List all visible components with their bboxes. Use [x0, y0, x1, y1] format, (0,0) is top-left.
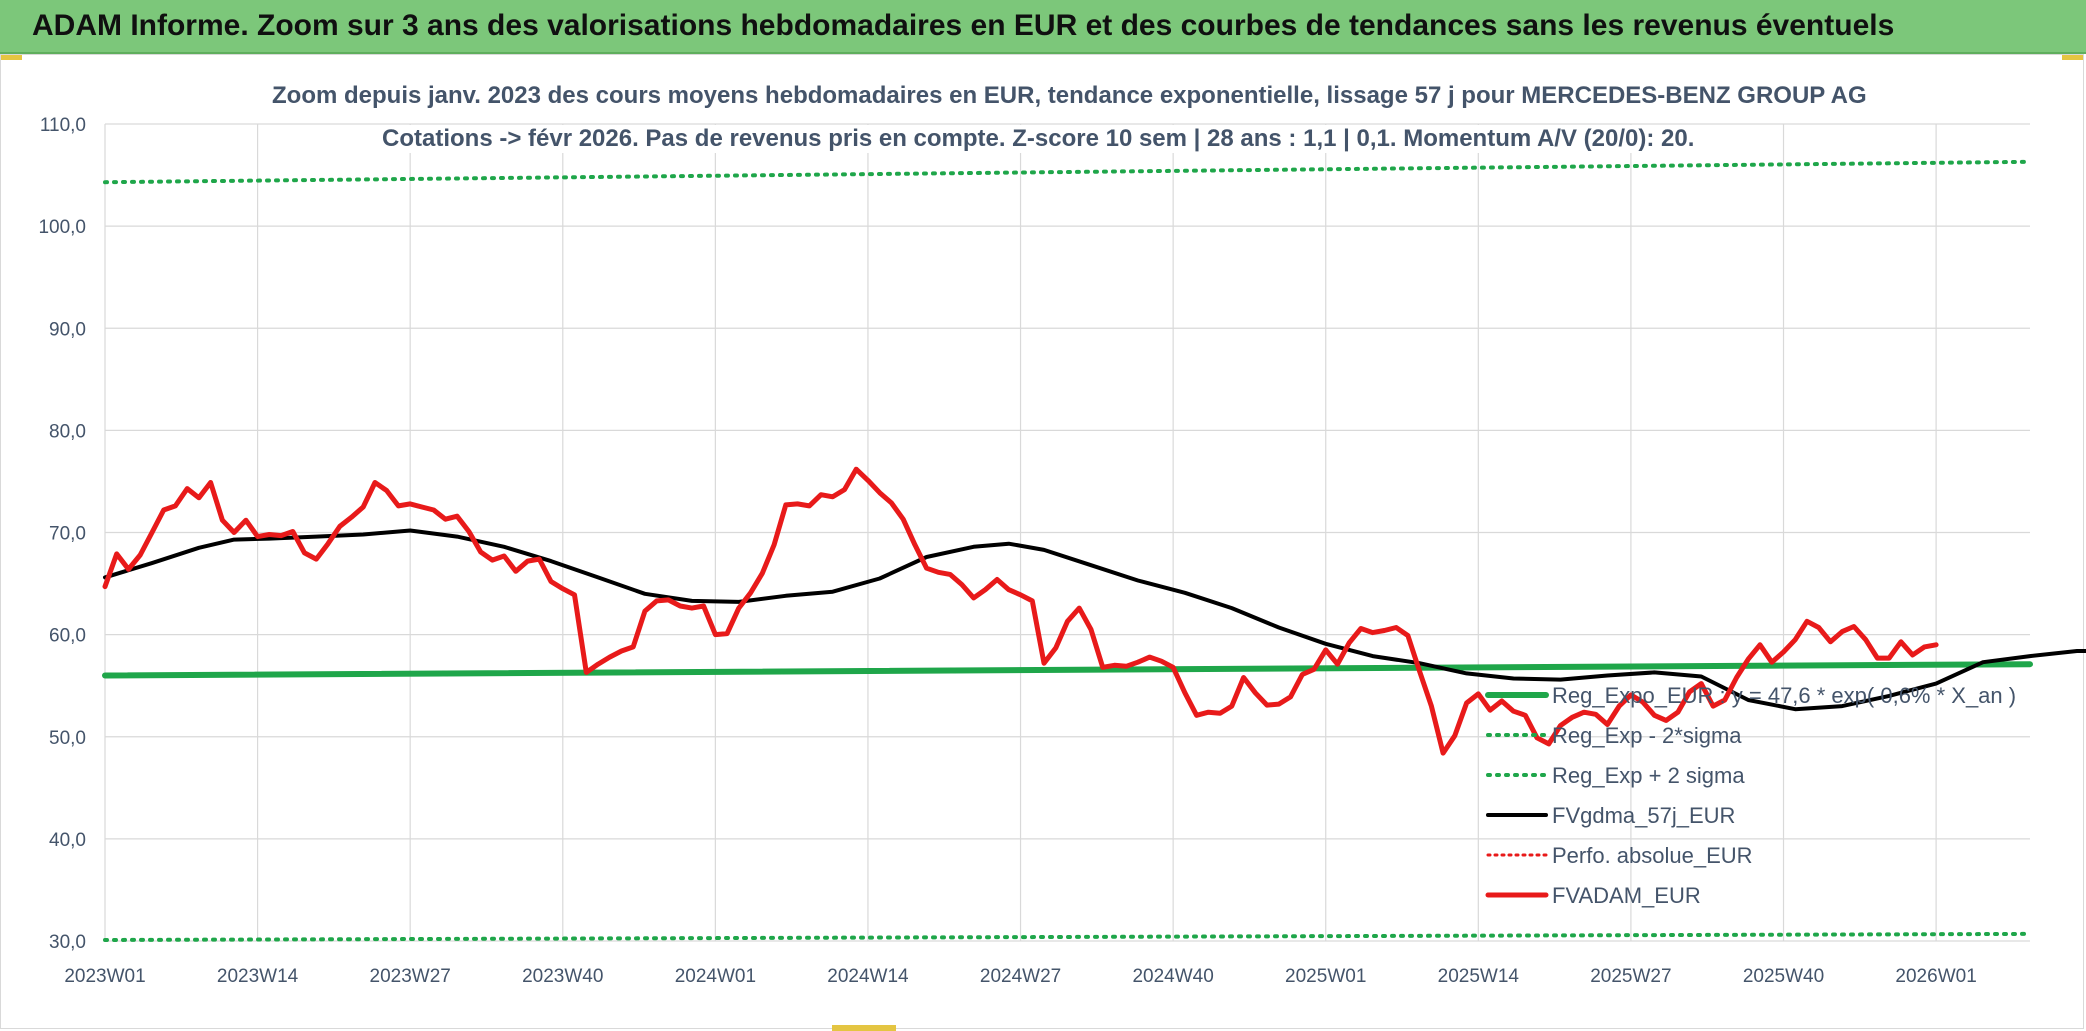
x-tick-label: 2023W01 [64, 966, 145, 987]
legend-label: Perfo. absolue_EUR [1552, 843, 1753, 868]
x-tick-label: 2025W14 [1438, 966, 1520, 987]
y-tick-label: 80,0 [49, 421, 86, 442]
header-bar: ADAM Informe. Zoom sur 3 ans des valoris… [0, 0, 2086, 54]
legend: Reg_Expo_EUR : y = 47,6 * exp( 0,6% * X_… [1485, 683, 2016, 908]
chart-frame [0, 54, 2084, 1029]
fvgdma-line [103, 528, 2086, 712]
y-tick-label: 110,0 [40, 115, 86, 136]
x-tick-label: 2024W14 [827, 966, 909, 987]
x-tick-label: 2025W27 [1590, 966, 1671, 987]
y-tick-label: 50,0 [49, 728, 86, 749]
legend-label: Reg_Exp + 2 sigma [1552, 763, 1745, 788]
x-tick-label: 2025W40 [1743, 966, 1824, 987]
reg-lower-band-line [103, 931, 2032, 942]
series-layer [102, 159, 2086, 942]
x-tick-label: 2024W27 [980, 966, 1061, 987]
corner-accent-left [0, 54, 22, 60]
y-tick-label: 90,0 [49, 319, 86, 340]
corner-accent-right [2062, 54, 2084, 60]
x-tick-label: 2023W14 [217, 966, 299, 987]
legend-label: FVgdma_57j_EUR [1552, 803, 1735, 828]
x-tick-label: 2024W40 [1132, 966, 1213, 987]
y-tick-label: 40,0 [49, 830, 86, 851]
y-tick-label: 30,0 [49, 932, 86, 953]
legend-label: FVADAM_EUR [1552, 883, 1701, 908]
y-tick-label: 70,0 [49, 524, 86, 545]
reg-upper-band-line [103, 159, 2032, 185]
x-tick-label: 2024W01 [675, 966, 756, 987]
x-tick-label: 2025W01 [1285, 966, 1366, 987]
x-tick-label: 2023W27 [370, 966, 451, 987]
reg-expo-line [102, 661, 2033, 679]
x-tick-label: 2023W40 [522, 966, 603, 987]
chart-subtitle: Cotations -> févr 2026. Pas de revenus p… [378, 125, 1699, 153]
y-tick-label: 60,0 [49, 626, 86, 647]
axis-layer: 30,0 40,0 50,0 60,0 70,0 80,0 90,0 100,0 110,0 20… [38, 115, 1976, 987]
fvadam-line [102, 466, 1939, 756]
legend-label: Reg_Exp - 2*sigma [1552, 723, 1742, 748]
x-tick-label: 2026W01 [1895, 966, 1976, 987]
chart-title: Zoom depuis janv. 2023 des cours moyens … [268, 82, 1871, 110]
legend-label: Reg_Expo_EUR : y = 47,6 * exp( 0,6% * X_… [1552, 683, 2016, 708]
y-tick-label: 100,0 [38, 217, 86, 238]
page-title: ADAM Informe. Zoom sur 3 ans des valoris… [32, 9, 1895, 42]
bottom-accent [832, 1025, 896, 1031]
